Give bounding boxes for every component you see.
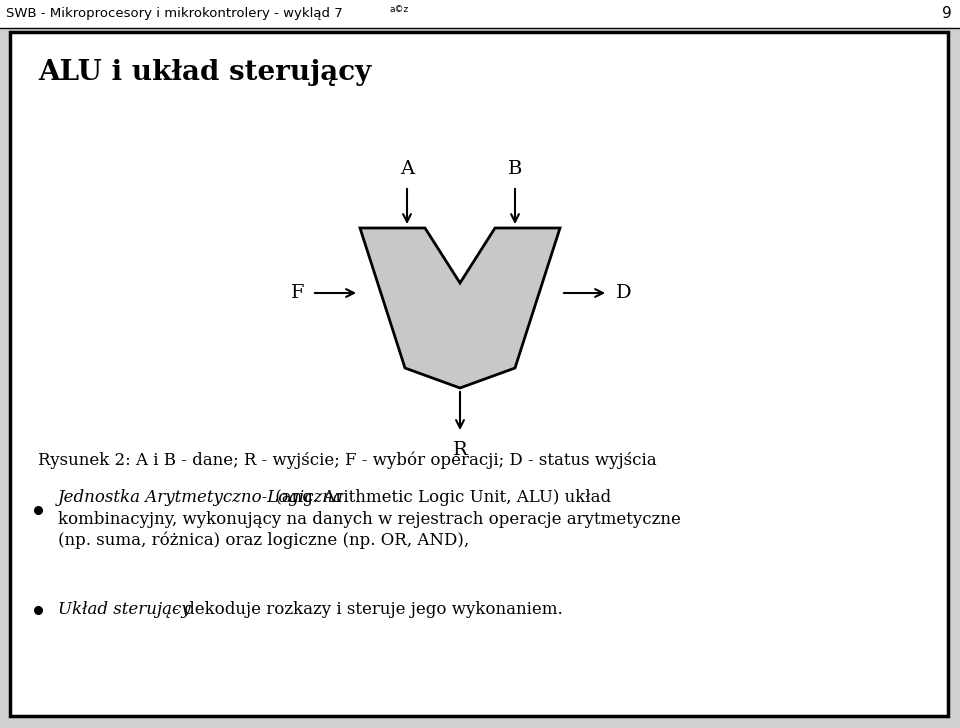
Text: D: D [616,284,632,302]
Text: 9: 9 [943,7,952,22]
Polygon shape [360,228,560,388]
Text: F: F [291,284,304,302]
Text: Rysunek 2: A i B - dane; R - wyjście; F - wybór operacji; D - status wyjścia: Rysunek 2: A i B - dane; R - wyjście; F … [38,451,657,469]
Text: (np. suma, różnica) oraz logiczne (np. OR, AND),: (np. suma, różnica) oraz logiczne (np. O… [58,531,469,549]
Text: kombinacyjny, wykonujący na danych w rejestrach operacje arytmetyczne: kombinacyjny, wykonujący na danych w rej… [58,510,681,528]
Text: - dekoduje rozkazy i steruje jego wykonaniem.: - dekoduje rozkazy i steruje jego wykona… [168,601,563,619]
Text: SWB - Mikroprocesory i mikrokontrolery - wykląd 7: SWB - Mikroprocesory i mikrokontrolery -… [6,7,343,20]
Text: Układ sterujący: Układ sterujący [58,601,191,619]
Bar [0,0,960,28]
Text: B: B [508,160,522,178]
Text: ALU i układ sterujący: ALU i układ sterujący [38,60,372,87]
Text: a©z: a©z [390,4,409,14]
Text: Jednostka Arytmetyczno-Logiczna: Jednostka Arytmetyczno-Logiczna [58,489,344,507]
Text: R: R [452,441,468,459]
Text: (ang. Arithmetic Logic Unit, ALU) układ: (ang. Arithmetic Logic Unit, ALU) układ [270,489,612,507]
Text: A: A [400,160,414,178]
